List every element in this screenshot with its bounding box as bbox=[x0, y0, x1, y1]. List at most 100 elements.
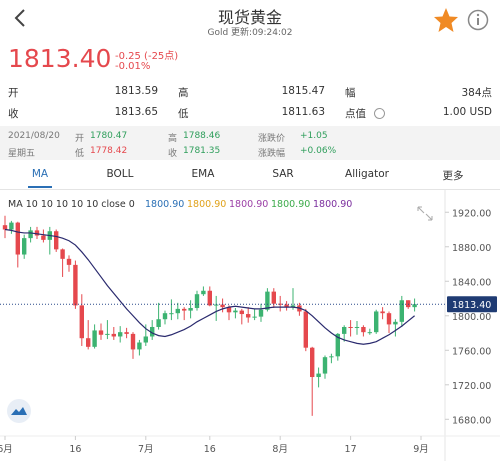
stat-label: 低 bbox=[178, 108, 189, 120]
x-tick-label: 16 bbox=[69, 444, 81, 455]
candle-body bbox=[380, 311, 385, 314]
candle-body bbox=[73, 264, 78, 306]
day-label: 收 bbox=[168, 149, 178, 159]
y-tick-label: 1800.00 bbox=[452, 312, 491, 323]
candle-body bbox=[348, 326, 353, 328]
divider bbox=[0, 189, 500, 190]
candle-body bbox=[412, 304, 417, 308]
favorite-star[interactable] bbox=[433, 7, 459, 33]
info-icon[interactable] bbox=[374, 108, 385, 119]
price-change: -0.25 (-25点) bbox=[115, 51, 179, 62]
stat-value: 1815.47 bbox=[281, 85, 325, 97]
x-tick-label: 16 bbox=[204, 444, 216, 455]
indicator-value: 1800.90 bbox=[313, 199, 353, 210]
candle-body bbox=[239, 310, 244, 315]
day-box bbox=[0, 126, 500, 160]
candle-body bbox=[233, 310, 238, 313]
candle-body bbox=[66, 258, 72, 265]
tab[interactable]: SAR bbox=[272, 168, 294, 180]
candle-body bbox=[54, 231, 59, 250]
tab-underline bbox=[28, 186, 52, 188]
indicator-value: 1800.90 bbox=[187, 199, 227, 210]
candle-body bbox=[214, 304, 219, 306]
tab[interactable]: 更多 bbox=[442, 170, 464, 182]
candle-body bbox=[150, 326, 155, 337]
tab[interactable]: Alligator bbox=[345, 168, 389, 180]
candle-body bbox=[329, 356, 334, 358]
y-tick-label: 1920.00 bbox=[452, 208, 491, 219]
last-price-tag bbox=[447, 296, 497, 313]
logo bbox=[7, 399, 31, 423]
candle-body bbox=[137, 342, 142, 350]
x-tick-label: 17 bbox=[345, 444, 357, 455]
day-value: 1788.46 bbox=[183, 131, 221, 141]
candle-body bbox=[105, 333, 110, 335]
day-date: 2021/08/20 bbox=[8, 131, 60, 141]
candle-body bbox=[28, 230, 33, 239]
candle-body bbox=[79, 305, 84, 339]
candle-body bbox=[342, 326, 347, 334]
indicator-value: 1800.90 bbox=[271, 199, 311, 210]
candle-body bbox=[169, 313, 174, 315]
x-tick-label: 6月 bbox=[0, 444, 13, 455]
candle-body bbox=[374, 311, 379, 333]
candle-body bbox=[130, 333, 136, 350]
candle-body bbox=[98, 330, 104, 335]
candle-body bbox=[175, 308, 180, 314]
candle-body bbox=[226, 307, 232, 313]
x-tick-label: 8月 bbox=[272, 444, 288, 455]
back-button[interactable] bbox=[12, 8, 28, 28]
candle-body bbox=[156, 319, 161, 327]
day-label: 涨跌幅 bbox=[258, 149, 286, 159]
stat-value: 1.00 USD bbox=[442, 106, 492, 118]
x-tick-label: 9月 bbox=[413, 444, 429, 455]
candle-body bbox=[284, 304, 289, 308]
candle-body bbox=[406, 300, 411, 308]
candle-body bbox=[2, 225, 8, 230]
candle-body bbox=[41, 235, 46, 240]
price-change-pct: -0.01% bbox=[115, 61, 151, 72]
candle-body bbox=[15, 222, 20, 255]
y-tick-label: 1840.00 bbox=[452, 277, 491, 288]
indicator-label: MA 10 10 10 10 10 close 0 bbox=[8, 199, 135, 210]
candle-body bbox=[322, 357, 328, 374]
tab[interactable]: BOLL bbox=[106, 168, 134, 180]
stat-label: 收 bbox=[8, 108, 19, 120]
candle-body bbox=[220, 304, 225, 308]
y-tick-label: 1680.00 bbox=[452, 415, 491, 426]
day-weekday: 星期五 bbox=[8, 149, 36, 159]
candle-body bbox=[386, 313, 392, 325]
title: 现货黄金 bbox=[217, 8, 282, 27]
stat-label: 高 bbox=[178, 87, 189, 99]
stat-label: 点值 bbox=[345, 108, 366, 120]
candle-body bbox=[361, 326, 366, 333]
info-button[interactable] bbox=[467, 9, 489, 31]
candle-body bbox=[22, 238, 27, 255]
candle-body bbox=[354, 326, 360, 328]
tab[interactable]: MA bbox=[31, 168, 49, 180]
y-tick-label: 1760.00 bbox=[452, 346, 491, 357]
candle-body bbox=[188, 308, 193, 311]
candle-body bbox=[303, 311, 308, 348]
day-value: 1781.35 bbox=[183, 146, 221, 156]
candle-body bbox=[194, 294, 200, 309]
stat-label: 幅 bbox=[345, 87, 356, 99]
expand-icon[interactable] bbox=[417, 206, 433, 221]
candle-body bbox=[60, 249, 65, 259]
candle-body bbox=[393, 321, 398, 325]
day-value: 1780.47 bbox=[90, 131, 128, 141]
y-tick-label: 1720.00 bbox=[452, 381, 491, 392]
candle-body bbox=[162, 313, 168, 320]
price: 1813.40 bbox=[8, 44, 112, 73]
day-label: 低 bbox=[75, 149, 85, 159]
y-tick-label: 1880.00 bbox=[452, 243, 491, 254]
x-tick-label: 7月 bbox=[138, 444, 154, 455]
stat-label: 开 bbox=[8, 87, 19, 99]
stat-value: 1813.59 bbox=[114, 85, 158, 97]
stat-value: 1813.65 bbox=[114, 106, 158, 118]
ma-line bbox=[4, 228, 415, 345]
day-value: 1778.42 bbox=[90, 146, 128, 156]
tab[interactable]: EMA bbox=[191, 168, 215, 180]
day-value: +1.05 bbox=[300, 131, 328, 141]
candle-body bbox=[265, 291, 270, 310]
